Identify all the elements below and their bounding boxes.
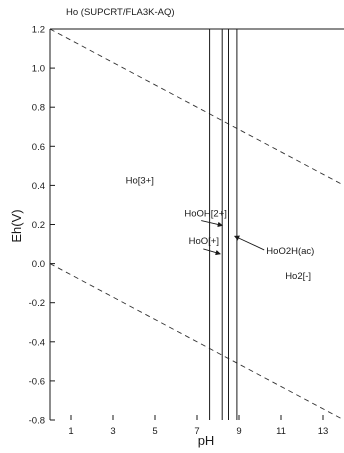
y-tick-label: -0.6 xyxy=(29,376,45,387)
chart-title: Ho (SUPCRT/FLA3K-AQ) xyxy=(66,7,175,18)
y-tick-label: -0.2 xyxy=(29,298,45,309)
x-tick-label: 3 xyxy=(110,426,115,437)
x-tick-label: 5 xyxy=(152,426,157,437)
y-tick-label: 0.0 xyxy=(32,259,45,270)
x-tick-label: 11 xyxy=(276,426,286,437)
y-tick-label: -0.4 xyxy=(29,337,45,348)
label-arrow xyxy=(201,220,224,228)
y-tick-label: -0.8 xyxy=(29,416,45,427)
region-labels: Ho[3+] HoOH[2+] HoO[+] HoO2H(ac) Ho2[-] xyxy=(126,175,315,282)
region-label: Ho2[-] xyxy=(285,271,311,282)
x-tick-label: 1 xyxy=(68,426,73,437)
x-axis-title: pH xyxy=(198,433,215,448)
label-arrows xyxy=(201,220,265,256)
water-stability-line xyxy=(49,263,344,421)
y-tick-label: 0.2 xyxy=(32,220,45,231)
y-tick-label: 1.0 xyxy=(32,64,45,75)
x-axis-ticks: 1 3 5 7 9 11 13 xyxy=(68,415,328,437)
water-stability-line xyxy=(49,28,344,186)
x-tick-label: 13 xyxy=(318,426,329,437)
y-tick-label: 0.4 xyxy=(32,181,45,192)
y-axis-ticks: 1.2 1.0 0.8 0.6 0.4 0.2 0.0 -0.2 -0.4 -0.6 -0.8 xyxy=(29,25,55,427)
x-tick-label: 9 xyxy=(236,426,241,437)
axes xyxy=(49,28,344,420)
y-tick-label: 1.2 xyxy=(32,25,45,36)
label-arrow xyxy=(203,248,221,256)
y-tick-label: 0.6 xyxy=(32,142,45,153)
region-label: HoOH[2+] xyxy=(184,209,227,220)
water-stability-lines xyxy=(49,28,344,421)
region-label: Ho[3+] xyxy=(126,175,154,186)
label-arrow xyxy=(233,235,265,251)
x-tick-label: 7 xyxy=(194,426,199,437)
y-axis-title: Eh(V) xyxy=(9,209,24,242)
region-label: HoO[+] xyxy=(189,236,219,247)
y-tick-label: 0.8 xyxy=(32,103,45,114)
region-label: HoO2H(ac) xyxy=(266,246,314,257)
phase-boundaries xyxy=(209,29,238,420)
